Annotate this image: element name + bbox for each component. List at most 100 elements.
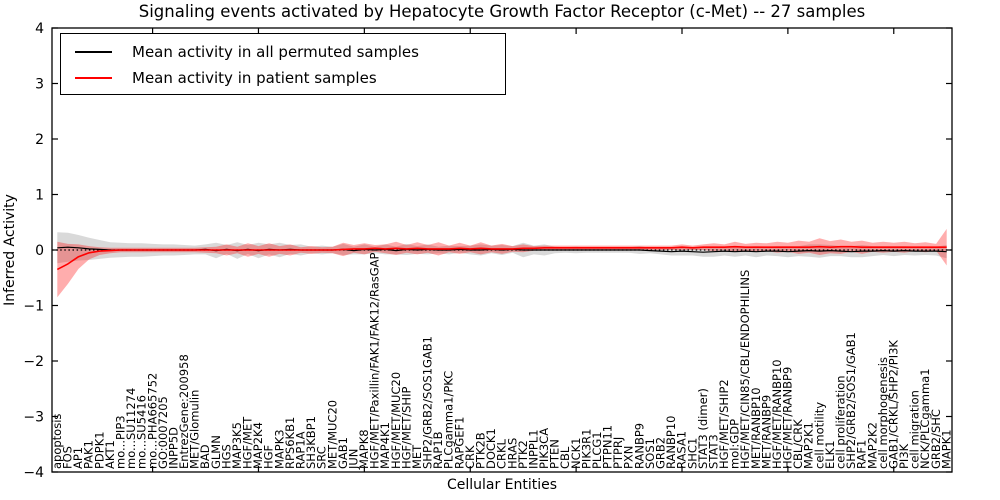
legend: Mean activity in all permuted samples Me… [60,33,506,95]
x-tick-label: MAP3K5 [230,422,244,469]
x-tick-label: apoptosis [50,414,64,469]
x-tick-label: RANBP9 [632,423,646,469]
x-tick-label: cell migration [908,390,922,469]
legend-label: Mean activity in all permuted samples [132,43,419,61]
x-tick-label: GRB2/SHC [929,409,943,469]
x-tick-label: SRC [315,446,329,469]
x-tick-label: PTK2B [474,432,488,469]
x-tick-label: FOS [61,446,75,469]
x-tick-label: PDPK1 [92,431,106,469]
x-tick-label: MET [410,444,424,469]
y-tick-label: 4 [35,21,44,37]
x-tick-label: SHP2/GRB2/SOS1GAB1 [421,336,435,469]
x-tick-label: MET/Glomulin [188,390,202,469]
x-tick-label: mo...SU11274 [124,388,138,469]
x-tick-label: INPP5D [166,427,180,469]
x-tick-label: ELK1 [823,440,837,469]
x-tick-label: MAP2K1 [802,422,816,469]
x-tick-label: RAP1A [294,431,308,469]
x-tick-label: HGF/MET/MUC20 [389,372,403,469]
x-tick-label: PTPRJ [611,437,625,469]
legend-line-sample [75,77,112,79]
x-tick-label: MAP2K2 [865,422,879,469]
legend-label: Mean activity in patient samples [132,69,377,87]
x-tick-label: MET/RANBP9 [759,395,773,469]
y-tick-label: 2 [35,132,44,148]
x-tick-label: RAPGEF1 [452,417,466,469]
x-tick-label: GRB2 [654,437,668,469]
x-tick-label: PTK2 [516,440,530,469]
x-tick-label: HGF/MET/Paxillin/FAK1/FAK12/RasGAP [368,252,382,469]
x-tick-label: mol:GDP [728,419,742,469]
x-tick-label: JUN [346,449,360,470]
y-tick-label: 1 [35,187,44,203]
y-tick-label: −4 [23,465,44,481]
legend-row: Mean activity in patient samples [75,65,505,91]
x-tick-label: HRAS [505,438,519,469]
x-tick-label: mo...PIP3 [114,415,128,469]
x-tick-label: CBL/CRK [791,419,805,469]
x-tick-label: NCK1 [569,438,583,470]
x-tick-label: INPPL1 [526,429,540,469]
x-tick-label: cell proliferation [834,375,848,469]
x-tick-label: RANBP10 [664,416,678,469]
x-tick-label: MAPK3 [272,429,286,469]
x-tick-label: RAP1B [431,431,445,469]
x-tick-label: HGF/MET/RANBP10 [770,359,784,469]
x-tick-label: SH3KBP1 [304,416,318,469]
x-tick-label: STAT3 [706,434,720,469]
x-tick-label: PTPN11 [601,425,615,469]
series-band-1 [57,228,947,298]
x-tick-label: GAB1/CRKL/SHP2/PI3K [886,340,900,469]
x-tick-label: SHP2/GRB2/SOS1/GAB1 [844,332,858,469]
x-tick-label: mo...SU5416 [135,395,149,469]
series-band-0 [57,232,947,264]
x-tick-label: CRK [463,445,477,469]
x-tick-label: MAPK8 [357,429,371,469]
x-tick-label: cell motility [812,402,826,469]
x-axis-label: Cellular Entities [446,477,558,493]
x-tick-label: PXN [622,446,636,469]
x-tick-label: PIK3R1 [579,429,593,470]
legend-line-sample [75,51,112,53]
x-tick-label: HGF/MET [241,416,255,469]
x-tick-label: HGF/MET/SHIP2 [717,379,731,469]
x-tick-label: HGF/MET/CIN85/CBL/ENDOPHILINS [738,270,752,469]
x-tick-label: HGF/MET/RANBP9 [781,367,795,469]
x-tick-label: GO:0007205 [156,396,170,469]
x-tick-label: CBL [558,446,572,469]
y-tick-label: −3 [23,409,44,425]
x-tick-label: PIK3CA [537,428,551,469]
x-tick-label: MAPK1 [939,429,953,469]
y-tick-label: 0 [35,243,44,259]
x-tick-label: mo...PHA665752 [145,373,159,469]
x-tick-label: NCK/PLCgamma1 [918,368,932,469]
x-tick-label: cell morphogenesis [876,357,890,469]
x-tick-label: PI3K [897,443,911,469]
series-line-1 [56,245,947,271]
y-tick-label: 3 [35,76,44,92]
x-tick-label: PAK1 [82,440,96,469]
x-tick-label: GLMN [209,435,223,469]
x-tick-label: MET/MUC20 [325,400,339,469]
y-tick-label: −2 [23,354,44,370]
x-tick-label: PLCG1 [590,431,604,469]
x-tick-label: RASA1 [675,431,689,469]
legend-row: Mean activity in all permuted samples [75,39,505,65]
y-axis-label: Inferred Activity [2,194,18,306]
x-tick-label: EntrezGene:200958 [177,354,191,469]
chart-title: Signaling events activated by Hepatocyte… [138,2,866,21]
x-tick-label: HGF/MET/SHIP [399,387,413,469]
x-tick-label: BAD [198,444,212,469]
x-tick-label: SOS1 [643,438,657,469]
x-tick-label: AKT1 [103,440,117,469]
x-tick-label: MET/RANBP10 [749,387,763,469]
x-tick-label: CRKL [495,438,509,469]
x-tick-label: HGF [262,445,276,469]
x-tick-label: HGS [219,444,233,469]
x-tick-label: MAP4K1 [378,422,392,469]
x-tick-label: RPS6KB1 [283,417,297,469]
x-tick-label: PLCgamma1/PKC [442,371,456,469]
x-tick-label: STAT3 (dimer) [696,388,710,469]
